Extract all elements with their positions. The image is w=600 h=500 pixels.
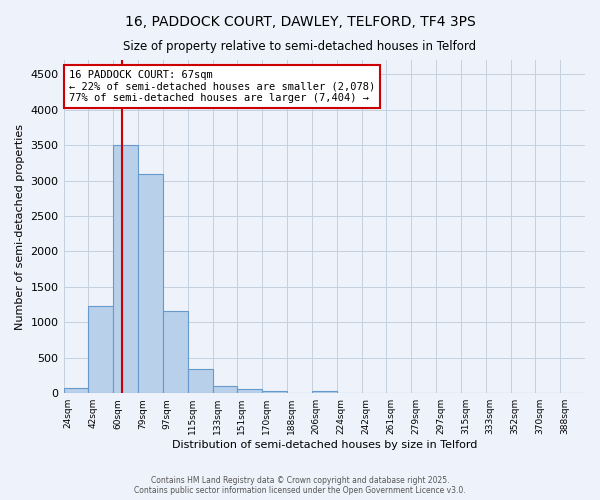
Bar xyxy=(88,306,113,393)
Bar xyxy=(312,390,337,393)
Bar xyxy=(188,369,212,393)
Bar xyxy=(138,174,163,393)
Bar xyxy=(238,390,262,393)
Text: 16 PADDOCK COURT: 67sqm
← 22% of semi-detached houses are smaller (2,078)
77% of: 16 PADDOCK COURT: 67sqm ← 22% of semi-de… xyxy=(69,70,375,103)
X-axis label: Distribution of semi-detached houses by size in Telford: Distribution of semi-detached houses by … xyxy=(172,440,477,450)
Bar xyxy=(113,145,138,393)
Bar xyxy=(163,311,188,393)
Bar xyxy=(212,386,238,393)
Bar xyxy=(262,390,287,393)
Text: Contains HM Land Registry data © Crown copyright and database right 2025.
Contai: Contains HM Land Registry data © Crown c… xyxy=(134,476,466,495)
Bar xyxy=(64,388,88,393)
Y-axis label: Number of semi-detached properties: Number of semi-detached properties xyxy=(15,124,25,330)
Text: Size of property relative to semi-detached houses in Telford: Size of property relative to semi-detach… xyxy=(124,40,476,53)
Text: 16, PADDOCK COURT, DAWLEY, TELFORD, TF4 3PS: 16, PADDOCK COURT, DAWLEY, TELFORD, TF4 … xyxy=(125,15,475,29)
